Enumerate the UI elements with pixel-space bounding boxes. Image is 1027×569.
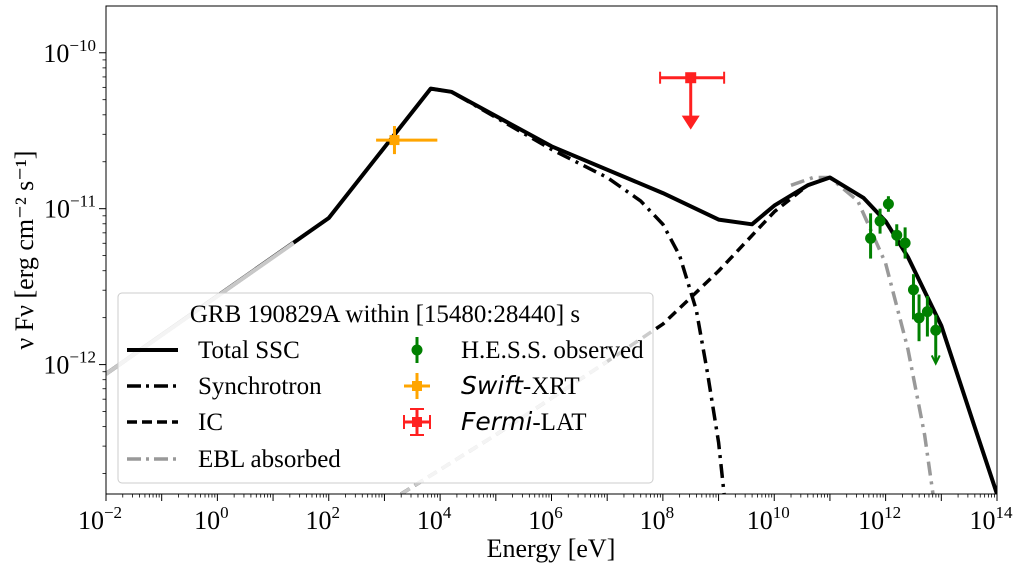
hess-point-8: [930, 324, 942, 336]
legend-hess-swatch: [411, 337, 423, 363]
legend-fermi-label: Fermi-LAT: [461, 407, 587, 436]
fermi-point: [685, 72, 697, 84]
hess-point-3: [891, 229, 903, 241]
fermi-arrow-head: [681, 115, 700, 130]
y-tick-label-2: 10−10: [43, 36, 96, 68]
hess-point-4: [899, 237, 911, 249]
hess-point-0: [865, 232, 877, 244]
y-tick-label-0: 10−12: [43, 348, 96, 380]
x-tick-label-0: 10−2: [78, 503, 122, 535]
legend-swift-suffix: -XRT: [523, 373, 580, 400]
y-axis-label: ν Fν [erg cm⁻² s⁻¹]: [10, 151, 39, 350]
legend-fermi-italic: Fermi: [461, 407, 532, 436]
hess-point-7: [921, 306, 933, 318]
legend-fermi-suffix: -LAT: [532, 409, 586, 436]
hess-point-1: [874, 215, 886, 227]
x-tick-label-6: 1010: [747, 503, 790, 535]
x-tick-label-5: 108: [640, 503, 675, 535]
series-total-ssc: [106, 86, 997, 494]
x-tick-label-3: 104: [417, 503, 452, 535]
x-tick-label-2: 102: [306, 503, 341, 535]
legend-box: [117, 292, 654, 484]
legend-sync-label: Synchrotron: [198, 373, 322, 400]
legend-title: GRB 190829A within [15480:28440] s: [190, 301, 580, 328]
legend-ebl-label: EBL absorbed: [198, 446, 341, 473]
swift-point: [389, 135, 400, 146]
data-points: [376, 71, 942, 366]
legend-swift-italic: Swift: [461, 371, 524, 400]
legend: GRB 190829A within [15480:28440] s Total…: [117, 292, 654, 484]
legend-ic-label: IC: [198, 409, 223, 436]
axis-ticks: 10−2 100 102 104 106 108 1010 1012 1014 10−12 10−1…: [43, 36, 1013, 535]
legend-fermi-swatch: [403, 408, 431, 436]
x-axis-label: Energy [eV]: [487, 534, 616, 563]
x-tick-label-4: 106: [528, 503, 563, 535]
hess-arrow: [930, 355, 941, 366]
hess-point-5: [907, 284, 919, 296]
x-tick-label-7: 1012: [858, 503, 901, 535]
legend-total-label: Total SSC: [198, 337, 300, 364]
legend-swift-label: Swift-XRT: [461, 371, 580, 400]
x-tick-label-1: 100: [194, 503, 229, 535]
x-tick-label-8: 1014: [970, 503, 1014, 535]
hess-point-6: [913, 312, 925, 324]
legend-swift-swatch: [404, 373, 430, 399]
hess-point-2: [882, 198, 894, 210]
y-axis-label-text: ν Fν [erg cm⁻² s⁻¹]: [10, 151, 39, 350]
y-tick-label-1: 10−11: [44, 192, 96, 224]
legend-hess-label: H.E.S.S. observed: [461, 337, 644, 364]
